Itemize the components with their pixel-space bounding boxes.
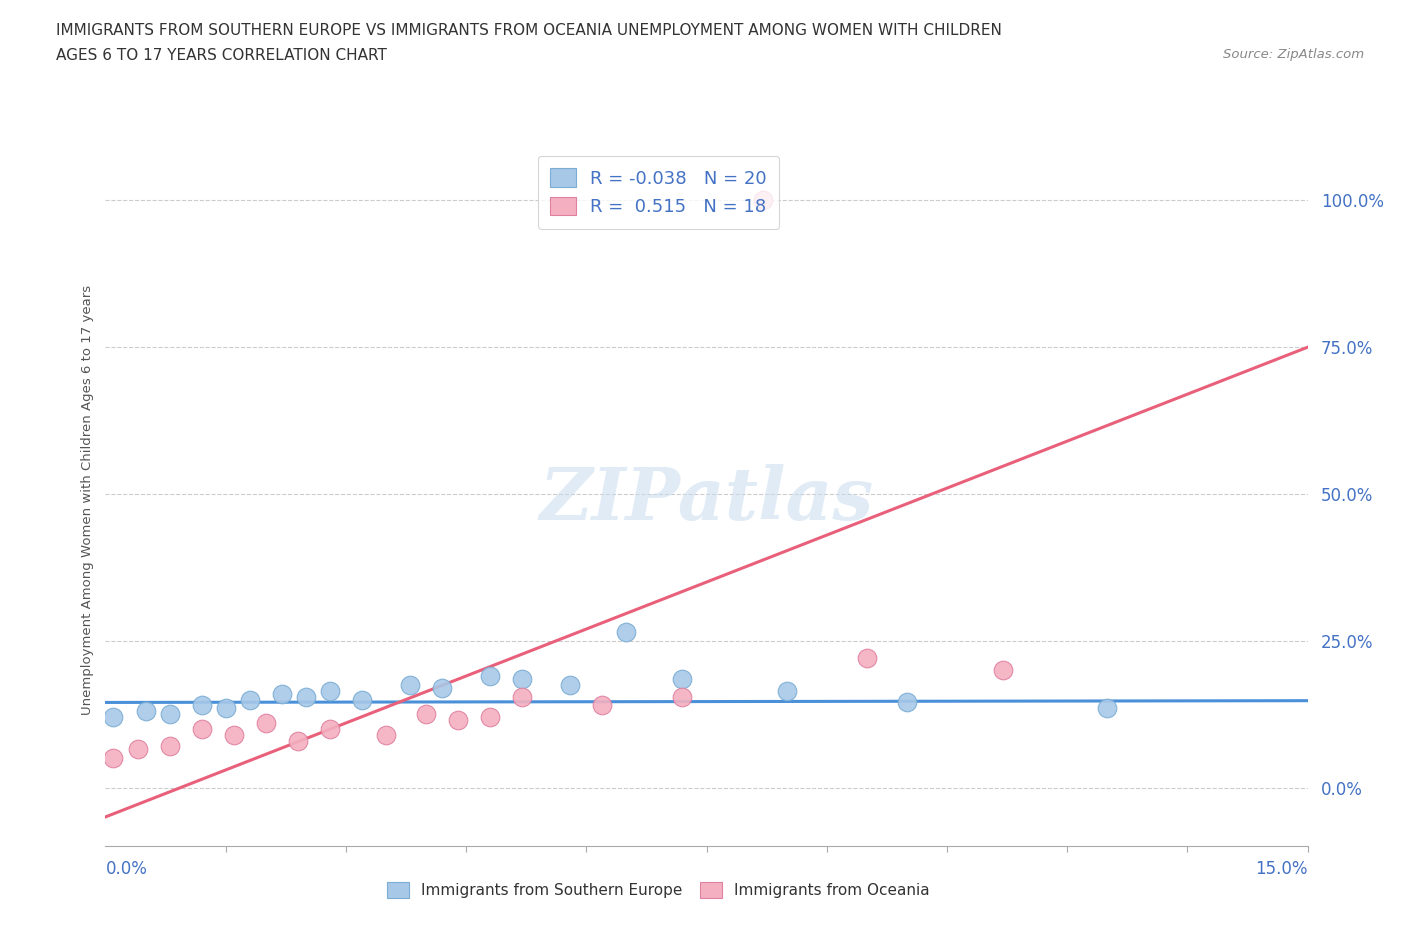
Text: Source: ZipAtlas.com: Source: ZipAtlas.com xyxy=(1223,48,1364,61)
Point xyxy=(591,698,613,712)
Point xyxy=(479,710,502,724)
Point xyxy=(510,671,533,686)
Point xyxy=(751,193,773,208)
Point xyxy=(415,707,437,722)
Point xyxy=(295,689,318,704)
Point xyxy=(222,727,245,742)
Point xyxy=(896,695,918,710)
Point xyxy=(287,733,309,748)
Text: 0.0%: 0.0% xyxy=(105,860,148,878)
Point xyxy=(239,692,262,707)
Y-axis label: Unemployment Among Women with Children Ages 6 to 17 years: Unemployment Among Women with Children A… xyxy=(82,285,94,715)
Point xyxy=(103,710,125,724)
Text: ZIPatlas: ZIPatlas xyxy=(540,464,873,536)
Point xyxy=(270,686,292,701)
Point xyxy=(399,677,422,692)
Point xyxy=(479,669,502,684)
Point xyxy=(430,681,453,696)
Text: IMMIGRANTS FROM SOUTHERN EUROPE VS IMMIGRANTS FROM OCEANIA UNEMPLOYMENT AMONG WO: IMMIGRANTS FROM SOUTHERN EUROPE VS IMMIG… xyxy=(56,23,1002,38)
Point xyxy=(214,701,236,716)
Point xyxy=(776,684,799,698)
Point xyxy=(991,663,1014,678)
Point xyxy=(447,712,470,727)
Legend: Immigrants from Southern Europe, Immigrants from Oceania: Immigrants from Southern Europe, Immigra… xyxy=(381,876,936,905)
Point xyxy=(510,689,533,704)
Point xyxy=(159,739,181,754)
Point xyxy=(127,742,149,757)
Point xyxy=(616,625,638,640)
Point xyxy=(103,751,125,765)
Point xyxy=(855,651,877,666)
Point xyxy=(190,698,212,712)
Point xyxy=(671,689,693,704)
Point xyxy=(671,671,693,686)
Text: AGES 6 TO 17 YEARS CORRELATION CHART: AGES 6 TO 17 YEARS CORRELATION CHART xyxy=(56,48,387,63)
Point xyxy=(159,707,181,722)
Point xyxy=(319,684,342,698)
Point xyxy=(350,692,373,707)
Point xyxy=(560,677,582,692)
Text: 15.0%: 15.0% xyxy=(1256,860,1308,878)
Point xyxy=(190,722,212,737)
Point xyxy=(135,704,157,719)
Point xyxy=(1097,701,1119,716)
Point xyxy=(254,715,277,730)
Point xyxy=(319,722,342,737)
Point xyxy=(374,727,398,742)
